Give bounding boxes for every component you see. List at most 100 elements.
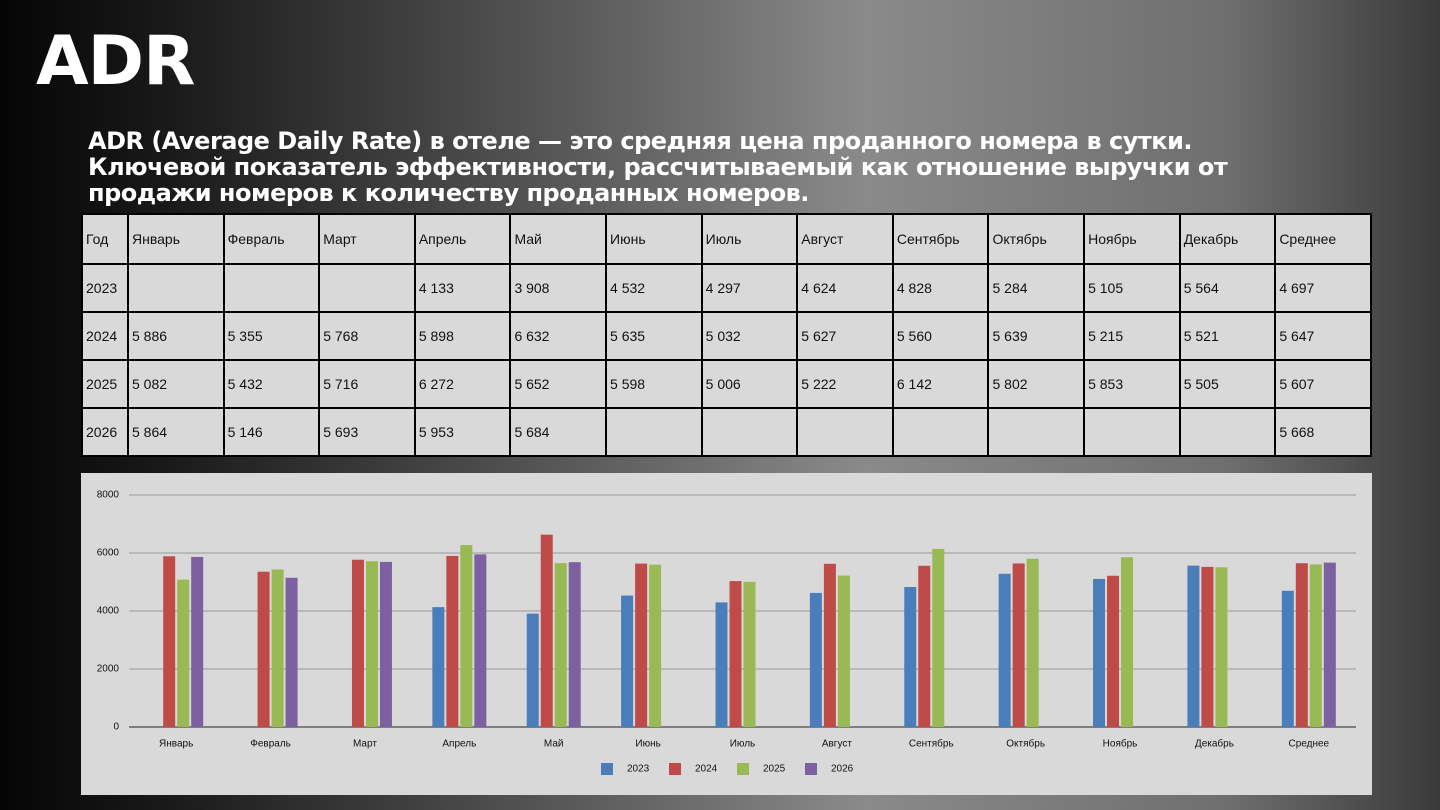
bar <box>540 534 553 727</box>
bar <box>568 562 581 727</box>
table-cell: 6 272 <box>413 359 512 409</box>
description: ADR (Average Daily Rate) в отеле — это с… <box>88 127 1228 207</box>
table-cell <box>796 407 894 457</box>
table-cell <box>700 407 799 457</box>
table-cell: 5 560 <box>891 311 990 361</box>
legend-label: 2023 <box>627 764 650 775</box>
bar <box>729 581 742 727</box>
table-cell: 5 635 <box>605 311 703 361</box>
table-cell <box>318 263 416 313</box>
table-cell <box>987 407 1086 457</box>
table-cell: 5 953 <box>413 407 512 457</box>
x-tick-label: Февраль <box>250 739 291 750</box>
bar <box>1281 590 1294 727</box>
table-cell: 5 864 <box>127 407 225 457</box>
table-cell: 4 297 <box>700 263 799 313</box>
x-tick-label: Март <box>353 739 377 750</box>
data-table: Год Январь Февраль Март Апрель Май Июнь Июль Авг… <box>81 213 1372 457</box>
table-cell: Ноябрь <box>1083 213 1181 265</box>
legend-label: 2025 <box>763 764 786 775</box>
bar <box>379 561 392 727</box>
legend-swatch <box>805 763 817 775</box>
table-row: 2026 5 864 5 146 5 693 5 953 5 684 5 668 <box>81 407 1372 457</box>
bar <box>1121 557 1134 727</box>
bar <box>446 555 459 727</box>
bar <box>1187 565 1200 727</box>
x-tick-label: Июль <box>730 739 756 750</box>
bar <box>998 573 1011 727</box>
table-cell: Апрель <box>413 213 512 265</box>
table-cell: 5 432 <box>222 359 321 409</box>
bar <box>526 613 539 727</box>
table-cell: 3 908 <box>509 263 608 313</box>
table-cell: 2023 <box>81 263 129 313</box>
table-cell: 4 133 <box>413 263 512 313</box>
table-cell: 5 853 <box>1083 359 1181 409</box>
table-cell <box>127 263 225 313</box>
bar <box>1093 578 1106 727</box>
x-tick-label: Август <box>822 739 853 750</box>
legend-label: 2026 <box>831 764 854 775</box>
table-cell: 2024 <box>81 311 129 361</box>
table-cell: 4 532 <box>605 263 703 313</box>
table-cell: 5 652 <box>509 359 608 409</box>
bar <box>715 602 728 727</box>
table-cell: Октябрь <box>987 213 1086 265</box>
table-cell: 5 146 <box>222 407 321 457</box>
bar <box>177 579 190 727</box>
table-cell: Год <box>81 213 129 265</box>
table-cell: Май <box>509 213 608 265</box>
bar <box>621 595 634 727</box>
table-cell: 5 564 <box>1178 263 1277 313</box>
table-cell: 5 006 <box>700 359 799 409</box>
x-tick-label: Январь <box>159 739 193 750</box>
x-tick-label: Среднее <box>1289 739 1330 750</box>
bar <box>432 607 445 727</box>
x-tick-label: Ноябрь <box>1103 738 1138 750</box>
table-cell: 5 639 <box>987 311 1086 361</box>
table-cell <box>1178 407 1277 457</box>
bar <box>1026 558 1039 727</box>
bar <box>1295 563 1308 727</box>
table-cell: Сентябрь <box>891 213 990 265</box>
table-cell: 5 627 <box>796 311 894 361</box>
table-cell: Январь <box>127 213 225 265</box>
table-cell: 5 607 <box>1274 359 1372 409</box>
bar <box>809 592 822 727</box>
bar <box>554 563 567 727</box>
bar <box>918 565 931 727</box>
y-tick-label: 8000 <box>97 490 120 501</box>
table-row: 2025 5 082 5 432 5 716 6 272 5 652 5 598 5 006 5… <box>81 359 1372 409</box>
bar <box>271 569 284 727</box>
table-cell: 5 684 <box>509 407 608 457</box>
table-cell: 5 802 <box>987 359 1086 409</box>
legend-swatch <box>737 763 749 775</box>
table-cell: 5 598 <box>605 359 703 409</box>
table-cell: Февраль <box>222 213 321 265</box>
y-tick-label: 4000 <box>97 606 120 617</box>
bar <box>460 545 473 727</box>
legend-swatch <box>669 763 681 775</box>
table-cell: 5 898 <box>413 311 512 361</box>
legend-label: 2024 <box>695 764 718 775</box>
y-tick-label: 2000 <box>97 664 120 675</box>
table-cell: Декабрь <box>1178 213 1277 265</box>
x-tick-label: Октябрь <box>1006 738 1045 750</box>
bar <box>474 554 487 727</box>
legend-swatch <box>601 763 613 775</box>
table-cell: 5 693 <box>318 407 416 457</box>
table-cell: 6 632 <box>509 311 608 361</box>
bar <box>1323 562 1336 727</box>
bar <box>1309 564 1322 727</box>
table-cell: 5 222 <box>796 359 894 409</box>
bar <box>365 561 378 727</box>
table-cell <box>605 407 703 457</box>
title: ADR <box>36 22 195 101</box>
table-cell: 5 032 <box>700 311 799 361</box>
table-cell <box>891 407 990 457</box>
bar <box>1215 567 1228 727</box>
table-cell <box>1083 407 1181 457</box>
table-cell <box>222 263 321 313</box>
table-cell: 5 284 <box>987 263 1086 313</box>
bar <box>649 564 662 727</box>
